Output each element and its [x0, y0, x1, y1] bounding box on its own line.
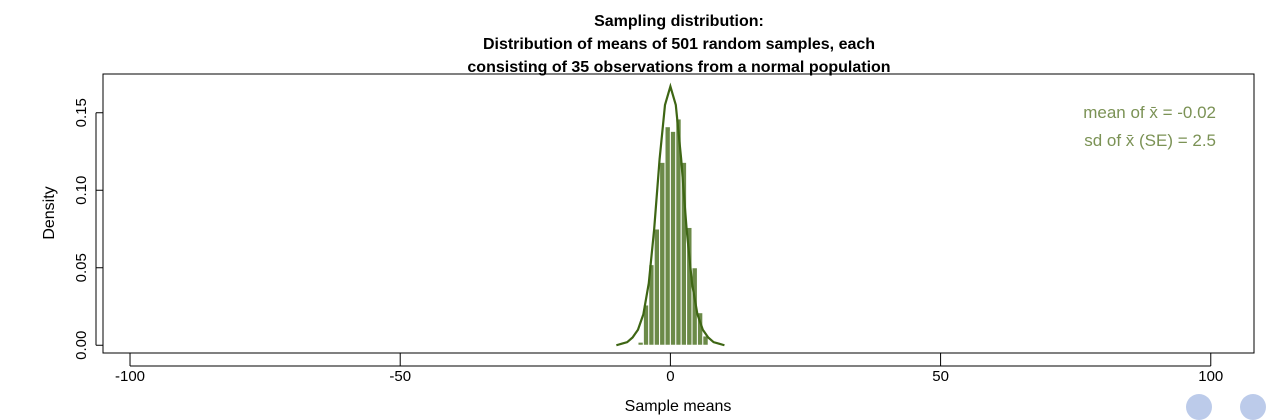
x-tick-label: -100	[115, 368, 145, 385]
sd-annotation: sd of x̄ (SE) = 2.5	[1084, 131, 1216, 150]
title-line-2: Distribution of means of 501 random samp…	[483, 36, 875, 53]
y-axis: 0.00 0.05 0.10 0.15	[73, 98, 103, 360]
corner-logo	[1182, 386, 1271, 420]
histogram-bar	[669, 130, 677, 346]
histogram-bar	[702, 335, 709, 346]
mean-annotation: mean of x̄ = -0.02	[1083, 103, 1216, 122]
density-curve	[616, 82, 725, 347]
chart-title: Sampling distribution: Distribution of m…	[467, 13, 890, 76]
y-tick-label: 0.15	[73, 98, 90, 127]
title-line-1: Sampling distribution:	[594, 13, 764, 30]
histogram-bar	[691, 267, 698, 346]
title-line-3: consisting of 35 observations from a nor…	[467, 59, 890, 76]
y-tick-label: 0.00	[73, 331, 90, 360]
y-axis-title: Density	[41, 186, 58, 239]
x-tick-label: 0	[666, 368, 674, 385]
x-tick-label: 50	[932, 368, 949, 385]
x-tick-label: -50	[389, 368, 411, 385]
x-tick-label: 100	[1198, 368, 1223, 385]
x-axis-title: Sample means	[625, 398, 732, 415]
histogram-bar	[637, 341, 644, 346]
histogram-bars	[637, 118, 709, 346]
histogram-bar	[653, 228, 661, 346]
histogram-bar	[664, 126, 671, 346]
logo-dot-left	[1186, 394, 1212, 420]
y-tick-label: 0.05	[73, 253, 90, 282]
summary-statistics: mean of x̄ = -0.02 sd of x̄ (SE) = 2.5	[1083, 103, 1216, 150]
plot-frame	[102, 73, 1255, 354]
y-tick-label: 0.10	[73, 176, 90, 205]
histogram-bar	[659, 161, 666, 346]
x-axis: -100 -50 0 50 100	[115, 353, 1223, 385]
logo-dot-right	[1240, 394, 1266, 420]
